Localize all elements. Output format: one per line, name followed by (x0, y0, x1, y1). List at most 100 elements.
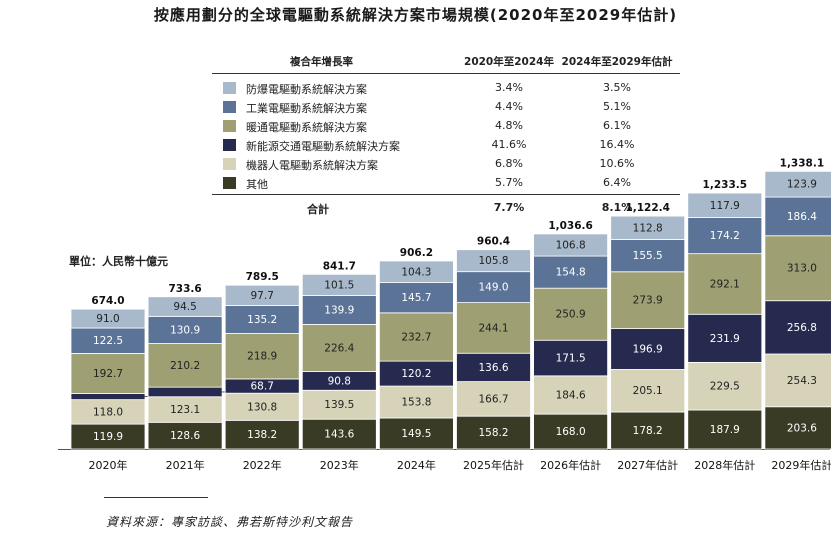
cagr-row-value-2020-2024: 6.8% (495, 157, 523, 170)
bar-segment (147, 386, 223, 398)
cagr-row-label: 其他 (246, 178, 268, 191)
data-label: 313.0 (787, 263, 817, 275)
bar-segment (610, 215, 686, 240)
x-tick-label: 2029年估計 (771, 458, 831, 472)
total-label: 674.0 (91, 295, 124, 307)
data-label: 250.9 (556, 309, 586, 321)
bar-segment (378, 282, 454, 314)
data-label: 149.5 (401, 428, 431, 440)
bar-segment (378, 385, 454, 419)
data-label: 273.9 (633, 295, 663, 307)
source-rule (104, 497, 208, 498)
bar-segment (456, 415, 531, 450)
data-label: 203.6 (787, 422, 817, 434)
bar-segment (70, 393, 146, 401)
cagr-row-value-2020-2024: 5.7% (495, 176, 523, 189)
total-label: 1,036.6 (548, 220, 593, 232)
cagr-total-v2: 8.1% (601, 201, 633, 214)
data-label: 192.7 (93, 368, 123, 380)
cagr-row-label: 工業電驅動系統解決方案 (246, 102, 367, 115)
unit-label: 單位：人民幣十億元 (69, 255, 168, 268)
data-label: 135.2 (247, 314, 277, 326)
data-label: 166.7 (478, 393, 508, 405)
data-label: 231.9 (710, 333, 740, 345)
data-label: 117.9 (710, 200, 740, 212)
data-label: 122.5 (93, 335, 123, 347)
bar-segment (224, 333, 300, 380)
bar-segment (533, 339, 608, 377)
data-label: 171.5 (556, 353, 586, 365)
data-label: 196.9 (633, 344, 663, 356)
bar-segment (224, 392, 300, 421)
bar-segment (610, 411, 686, 450)
bar-segment (301, 295, 377, 325)
source-note: 資料來源：專家訪談、弗若斯特沙利文報告 (106, 515, 354, 529)
cagr-row-value-2020-2024: 41.6% (491, 138, 527, 151)
x-tick-label: 2022年 (243, 458, 282, 472)
cagr-row: 工業電驅動系統解決方案 4.4% 5.1% (212, 98, 680, 116)
cagr-total-label: 合計 (307, 203, 329, 216)
data-label: 118.0 (93, 406, 123, 418)
bar-segment (610, 271, 686, 330)
data-label: 130.9 (170, 324, 200, 336)
bar-segment (687, 217, 763, 255)
data-label: 226.4 (324, 342, 354, 354)
data-label: 101.5 (324, 279, 354, 291)
cagr-row-value-2024-2029: 6.4% (603, 176, 631, 189)
bar-segment (456, 271, 531, 303)
cagr-row-value-2020-2024: 4.4% (495, 100, 523, 113)
data-label: 254.3 (787, 375, 817, 387)
data-label: 106.8 (556, 239, 586, 251)
data-label: 218.9 (247, 351, 277, 363)
total-label: 1,233.5 (703, 179, 748, 191)
data-label: 187.9 (710, 424, 740, 436)
bar-segment (301, 418, 377, 450)
total-label: 906.2 (400, 247, 433, 259)
bar-segment (224, 419, 300, 450)
data-label: 105.8 (478, 255, 508, 267)
data-label: 97.7 (251, 290, 274, 302)
cagr-row-value-2020-2024: 4.8% (495, 119, 523, 132)
bar-segment (147, 343, 223, 388)
data-label: 138.2 (247, 429, 277, 441)
data-label: 120.2 (401, 368, 431, 380)
data-label: 292.1 (710, 278, 740, 290)
cagr-total-rule (212, 194, 680, 195)
bar-segment (610, 369, 686, 413)
total-label: 733.6 (168, 283, 201, 295)
bar-segment (687, 253, 763, 315)
data-label: 229.5 (710, 381, 740, 393)
legend-swatch (223, 177, 236, 189)
cagr-header-rule (212, 73, 680, 74)
x-tick-label: 2027年估計 (617, 458, 678, 472)
data-label: 128.6 (170, 430, 200, 442)
bar-segment (224, 284, 300, 306)
cagr-row: 暖通電驅動系統解決方案 4.8% 6.1% (212, 117, 680, 135)
bar-segment (456, 352, 531, 382)
chart-title: 按應用劃分的全球電驅動系統解決方案市場規模(2020年至2029年估計) (153, 6, 678, 24)
data-label: 112.8 (633, 222, 663, 234)
data-label: 123.1 (170, 404, 200, 416)
bar-segment (147, 315, 223, 344)
legend-swatch (223, 158, 236, 170)
bar-segment (301, 324, 377, 372)
bar-segment (301, 273, 377, 296)
data-label: 149.0 (478, 282, 508, 294)
data-label: 186.4 (787, 211, 817, 223)
bar-segment (533, 233, 608, 257)
data-label: 154.8 (556, 267, 586, 279)
bar-segment (687, 192, 763, 218)
bar-segment (456, 381, 531, 417)
bar-segment (456, 249, 531, 273)
x-tick-label: 2020年 (89, 458, 128, 472)
bar-segment (378, 360, 454, 387)
bar-segment (456, 302, 531, 354)
data-label: 90.8 (328, 375, 351, 387)
cagr-row: 機器人電驅動系統解決方案 6.8% 10.6% (212, 155, 680, 173)
data-label: 232.7 (401, 331, 431, 343)
data-label: 68.7 (251, 381, 274, 393)
data-label: 130.8 (247, 401, 277, 413)
bar-segment (533, 255, 608, 289)
bar-segment (764, 235, 831, 302)
